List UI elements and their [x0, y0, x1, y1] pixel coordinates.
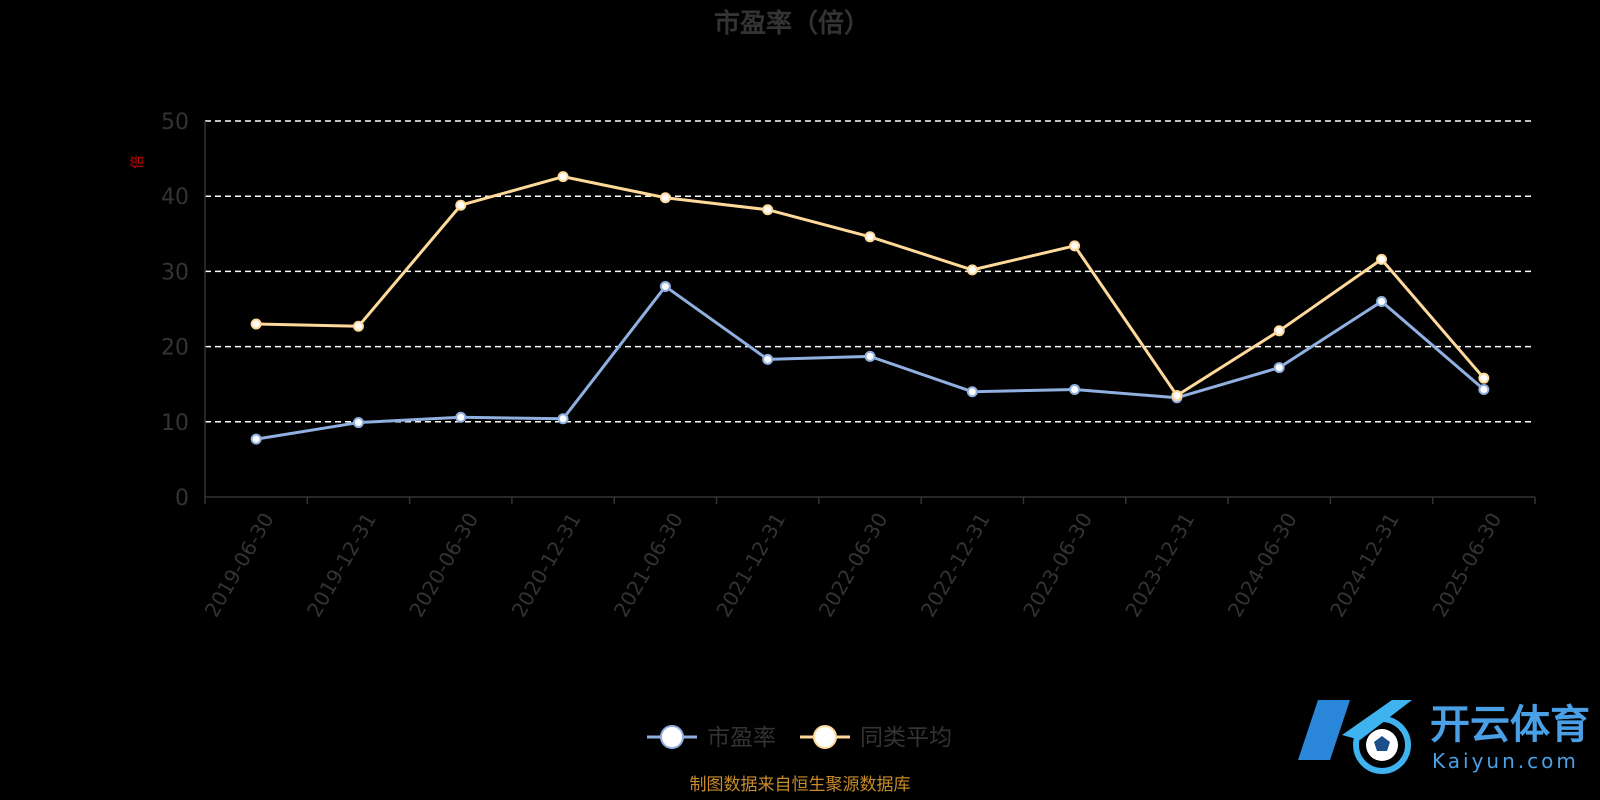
data-point[interactable] — [659, 192, 671, 204]
x-tick-label: 2022-06-30 — [814, 509, 893, 622]
series-line — [255, 284, 1485, 441]
series-lines — [250, 171, 1490, 445]
x-tick-label: 2019-06-30 — [200, 509, 279, 622]
series-2 — [250, 171, 1490, 401]
legend[interactable]: 市盈率 同类平均 — [647, 725, 952, 751]
data-point[interactable] — [966, 386, 978, 398]
x-tick-label: 2021-12-31 — [711, 509, 790, 622]
y-tick-label: 0 — [175, 486, 189, 511]
data-point[interactable] — [352, 320, 364, 332]
x-tick-label: 2023-06-30 — [1018, 509, 1097, 622]
data-point[interactable] — [762, 204, 774, 216]
footer-source-note: 制图数据来自恒生聚源数据库 — [690, 775, 911, 795]
data-point[interactable] — [1069, 383, 1081, 395]
chart-title: 市盈率（倍） — [714, 8, 870, 39]
data-point[interactable] — [250, 318, 262, 330]
x-tick-label: 2024-06-30 — [1223, 509, 1302, 622]
data-point[interactable] — [1376, 253, 1388, 265]
data-point[interactable] — [864, 350, 876, 362]
x-tick-label: 2020-12-31 — [507, 509, 586, 622]
legend-item-1[interactable]: 市盈率 — [647, 725, 776, 751]
k-football-logo-icon — [1298, 700, 1412, 774]
x-tick-label: 2019-12-31 — [302, 509, 381, 622]
data-point[interactable] — [1376, 295, 1388, 307]
data-point[interactable] — [659, 280, 671, 292]
data-point[interactable] — [352, 417, 364, 429]
x-tick-label: 2024-12-31 — [1325, 509, 1404, 622]
legend-marker — [660, 725, 684, 749]
data-point[interactable] — [557, 413, 569, 425]
legend-label: 市盈率 — [707, 725, 776, 751]
brand-name: 开云体育 — [1430, 702, 1590, 748]
data-point[interactable] — [1171, 389, 1183, 401]
legend-item-2[interactable]: 同类平均 — [800, 725, 952, 751]
data-point[interactable] — [557, 171, 569, 183]
data-point[interactable] — [455, 411, 467, 423]
brand-url: Kaiyun.com — [1432, 749, 1579, 773]
y-tick-label: 20 — [161, 336, 189, 361]
series-1 — [250, 280, 1490, 445]
grid-lines — [205, 120, 1535, 423]
x-tick-labels: 2019-06-30 2019-12-31 2020-06-30 2020-12-31… — [200, 508, 1507, 621]
legend-label: 同类平均 — [860, 725, 952, 751]
x-tick-label: 2025-06-30 — [1427, 509, 1506, 622]
data-point[interactable] — [455, 199, 467, 211]
brand-logo: 开云体育 Kaiyun.com — [1298, 700, 1590, 774]
y-tick-label: 10 — [161, 411, 189, 436]
data-point[interactable] — [966, 264, 978, 276]
axes — [204, 121, 1536, 504]
data-point[interactable] — [1273, 362, 1285, 374]
data-point[interactable] — [864, 231, 876, 243]
data-point[interactable] — [1273, 325, 1285, 337]
data-point[interactable] — [250, 433, 262, 445]
y-tick-label: 30 — [161, 260, 189, 285]
x-tick-label: 2021-06-30 — [609, 509, 688, 622]
y-tick-labels: 0 10 20 30 40 50 — [161, 110, 189, 511]
data-point[interactable] — [1478, 383, 1490, 395]
data-point[interactable] — [1069, 240, 1081, 252]
y-tick-label: 40 — [161, 185, 189, 210]
series-line — [256, 175, 1485, 397]
data-point[interactable] — [1478, 372, 1490, 384]
data-point[interactable] — [762, 353, 774, 365]
x-tick-label: 2020-06-30 — [404, 509, 483, 622]
x-tick-label: 2022-12-31 — [916, 508, 995, 621]
legend-marker — [813, 725, 837, 749]
y-tick-label: 50 — [161, 110, 189, 135]
y-axis-label: 倍 — [130, 155, 146, 169]
x-tick-label: 2023-12-31 — [1120, 509, 1199, 622]
